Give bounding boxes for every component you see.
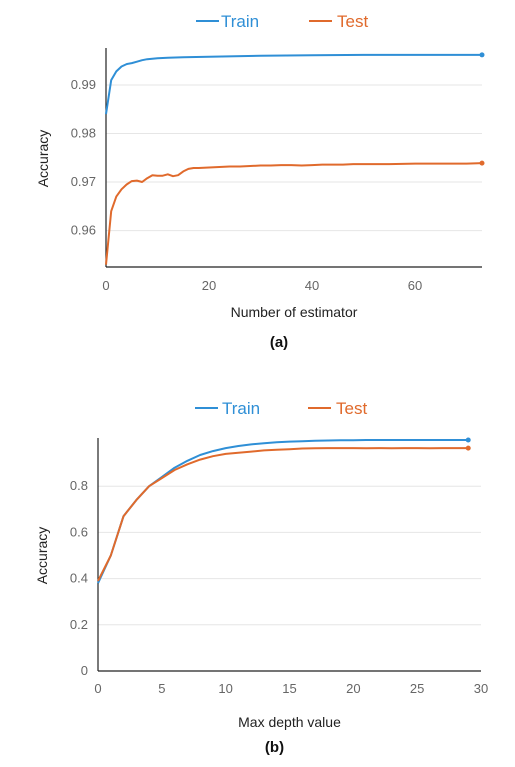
y-tick-label: 0.8 — [70, 478, 88, 493]
legend-label-train: Train — [221, 12, 259, 31]
chart-panel-b: 0 0.2 0.4 0.6 0.8 0 5 10 15 20 25 30 Max depth value… — [34, 399, 488, 756]
y-tick-label: 0.6 — [70, 524, 88, 539]
x-tick-label: 60 — [408, 278, 422, 293]
y-tick-label: 0.2 — [70, 617, 88, 632]
y-axis-label: Accuracy — [35, 130, 51, 188]
x-tick-label: 5 — [158, 681, 165, 696]
legend-label-train: Train — [222, 399, 260, 418]
y-tick-label: 0.97 — [71, 174, 96, 189]
x-tick-label: 0 — [102, 278, 109, 293]
x-tick-label: 10 — [218, 681, 232, 696]
series-line-test — [105, 162, 483, 265]
x-tick-label: 15 — [282, 681, 296, 696]
series-line-train — [97, 439, 469, 584]
y-tick-label: 0.4 — [70, 571, 88, 586]
series-line-train — [105, 53, 482, 115]
chart-panel-a: 0.96 0.97 0.98 0.99 0 20 40 60 Number of estimat… — [35, 12, 485, 351]
x-tick-label: 20 — [346, 681, 360, 696]
series-line-test — [97, 447, 469, 582]
x-tick-label: 20 — [202, 278, 216, 293]
panel-caption: (b) — [265, 739, 284, 756]
y-tick-label: 0.98 — [71, 125, 96, 140]
y-tick-label: 0.96 — [71, 223, 96, 238]
series-end-marker-test — [465, 445, 471, 451]
legend-label-test: Test — [336, 399, 367, 418]
x-tick-label: 40 — [305, 278, 319, 293]
x-axis-label: Max depth value — [238, 714, 341, 730]
x-axis-label: Number of estimator — [231, 304, 358, 320]
series-end-marker-test — [479, 160, 485, 166]
series-end-marker-train — [479, 52, 485, 58]
y-tick-label: 0.99 — [71, 77, 96, 92]
y-axis-label: Accuracy — [34, 527, 50, 585]
x-tick-label: 30 — [474, 681, 488, 696]
x-tick-label: 0 — [94, 681, 101, 696]
legend-label-test: Test — [337, 12, 368, 31]
panel-caption: (a) — [270, 334, 288, 351]
y-tick-label: 0 — [81, 663, 88, 678]
series-end-marker-train — [465, 437, 471, 443]
x-tick-label: 25 — [410, 681, 424, 696]
